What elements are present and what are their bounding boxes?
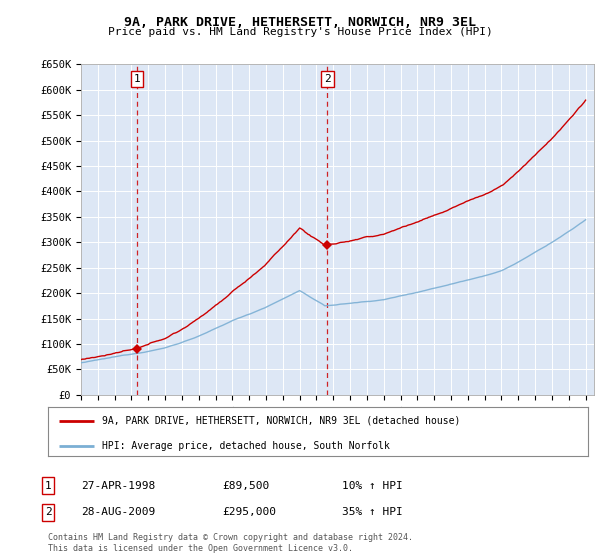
Text: 35% ↑ HPI: 35% ↑ HPI (342, 507, 403, 517)
Text: 9A, PARK DRIVE, HETHERSETT, NORWICH, NR9 3EL (detached house): 9A, PARK DRIVE, HETHERSETT, NORWICH, NR9… (102, 416, 460, 426)
Text: 2: 2 (44, 507, 52, 517)
Text: Contains HM Land Registry data © Crown copyright and database right 2024.
This d: Contains HM Land Registry data © Crown c… (48, 533, 413, 553)
Text: £89,500: £89,500 (222, 480, 269, 491)
Text: 27-APR-1998: 27-APR-1998 (81, 480, 155, 491)
Text: HPI: Average price, detached house, South Norfolk: HPI: Average price, detached house, Sout… (102, 441, 390, 451)
Text: £295,000: £295,000 (222, 507, 276, 517)
Text: 28-AUG-2009: 28-AUG-2009 (81, 507, 155, 517)
Text: Price paid vs. HM Land Registry's House Price Index (HPI): Price paid vs. HM Land Registry's House … (107, 27, 493, 37)
Text: 1: 1 (133, 74, 140, 84)
Text: 1: 1 (44, 480, 52, 491)
Text: 2: 2 (324, 74, 331, 84)
Text: 10% ↑ HPI: 10% ↑ HPI (342, 480, 403, 491)
Text: 9A, PARK DRIVE, HETHERSETT, NORWICH, NR9 3EL: 9A, PARK DRIVE, HETHERSETT, NORWICH, NR9… (124, 16, 476, 29)
